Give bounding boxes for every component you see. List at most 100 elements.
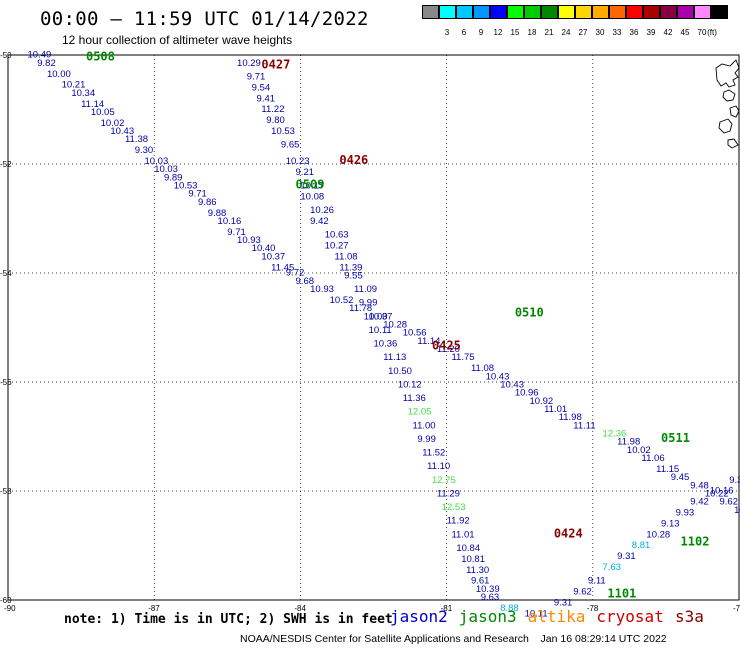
- wave-height-value: 10.22: [705, 488, 729, 499]
- wave-height-value: 11.22: [261, 104, 284, 115]
- coastline-islands: [715, 59, 740, 149]
- color-scale-label: 70: [697, 28, 707, 37]
- color-scale-label: 3: [444, 28, 450, 37]
- color-scale-swatch: [694, 5, 711, 19]
- wave-height-value: 10.08: [300, 191, 324, 202]
- wave-height-value: 10.23: [286, 156, 310, 167]
- color-scale-swatch: [677, 5, 694, 19]
- wave-height-value: 11.11: [573, 420, 595, 431]
- wave-height-value: 9.82: [37, 58, 56, 69]
- wave-height-value: 11.08: [335, 251, 358, 262]
- pass-time-label: 1101: [607, 586, 636, 600]
- wave-height-value: 10.34: [71, 88, 95, 99]
- color-scale-swatch: [626, 5, 643, 19]
- color-scale-swatch: [439, 5, 456, 19]
- wave-height-value: 11.75: [451, 352, 474, 363]
- wave-height-value: 10.49: [27, 50, 51, 61]
- satellite-legend-cryosat: cryosat: [596, 607, 664, 626]
- wave-height-value: 11.01: [544, 404, 567, 415]
- wave-height-value: 10.29: [237, 58, 261, 69]
- wave-height-value: 9.62: [720, 497, 739, 508]
- pass-time-label: 0508: [86, 49, 115, 63]
- wave-height-value: 11.45: [271, 262, 294, 273]
- wave-height-value: 12.53: [442, 502, 466, 513]
- wave-height-value: 9.61: [471, 576, 490, 587]
- color-scale-label: 24: [561, 28, 571, 37]
- wave-height-value: 10.43: [110, 126, 134, 137]
- wave-height-value: 10.02: [627, 445, 651, 456]
- wave-height-value: 9.31: [617, 551, 636, 562]
- wave-height-value: 11.38: [125, 134, 148, 145]
- wave-height-value: 11.52: [422, 448, 445, 459]
- latitude-tick-label: -56: [0, 378, 12, 387]
- wave-height-value: 12.05: [408, 407, 432, 418]
- wave-height-value: 10.92: [529, 396, 553, 407]
- wave-height-value: 10.44: [734, 505, 740, 516]
- wave-height-value: 11.09: [354, 284, 377, 295]
- wave-height-value: 10.21: [62, 80, 86, 91]
- latitude-tick-label: -60: [0, 596, 12, 605]
- pass-time-label: 0511: [661, 431, 690, 445]
- color-scale-swatch: [422, 5, 439, 19]
- wave-height-value: 9.42: [690, 497, 709, 508]
- pass-time-labels: 0508 0427 0426 0509 0510 0425 0511 0424 1102 1101: [86, 49, 709, 600]
- wave-height-value: 9.93: [676, 508, 695, 519]
- color-scale-swatch: [558, 5, 575, 19]
- wave-height-value: 10.03: [154, 164, 178, 175]
- longitude-tick-label: -87: [148, 604, 160, 613]
- satellite-legend-altika: altika: [527, 607, 586, 626]
- wave-height-value: 11.00: [412, 420, 435, 431]
- wave-height-value: 11.14: [417, 336, 440, 347]
- color-scale-swatch: [643, 5, 660, 19]
- wave-height-value: 10.53: [271, 126, 295, 137]
- wave-height-value: 9.39: [729, 475, 740, 486]
- wave-height-value: 9.63: [481, 592, 500, 603]
- longitude-tick-label: -81: [441, 604, 453, 613]
- wave-height-value: 10.28: [646, 529, 670, 540]
- wave-height-value: 10.11: [525, 608, 548, 619]
- wave-height-value: 9.68: [296, 276, 315, 287]
- wave-height-value: 8.88: [500, 603, 519, 614]
- wave-height-value: 10.50: [388, 366, 412, 377]
- longitude-tick-label: -75: [733, 604, 740, 613]
- wave-height-value: 9.62: [573, 587, 592, 598]
- color-scale-swatch: [711, 5, 728, 19]
- color-scale-label: 33: [612, 28, 622, 37]
- wave-height-value: 11.13: [383, 352, 406, 363]
- pass-time-label: 1102: [681, 535, 710, 549]
- longitude-tick-label: -78: [587, 604, 599, 613]
- wave-height-value: 11.01: [451, 529, 474, 540]
- wave-height-value: 9.41: [257, 93, 276, 104]
- color-scale-swatch: [473, 5, 490, 19]
- wave-height-value: 11.78: [349, 303, 372, 314]
- wave-height-value: 10.11: [369, 325, 392, 336]
- color-scale-label: 15: [510, 28, 520, 37]
- pass-time-label: 0424: [554, 526, 583, 540]
- wave-height-value: 10.63: [325, 230, 349, 241]
- pass-time-label: 0427: [261, 58, 290, 72]
- graticule: [8, 55, 739, 600]
- wave-height-value: 10.12: [398, 379, 422, 390]
- wave-height-value: 9.71: [247, 72, 266, 83]
- color-scale-swatch: [490, 5, 507, 19]
- color-scale-label: 12: [493, 28, 503, 37]
- wave-height-value: 10.43: [486, 371, 510, 382]
- wave-height-value: 10.93: [310, 284, 334, 295]
- wave-height-value: 10.39: [476, 584, 500, 595]
- satellite-legend-jason2: jason2: [390, 607, 448, 626]
- wave-height-value: 10.28: [383, 320, 407, 331]
- color-scale-label: 30: [595, 28, 605, 37]
- wave-height-value: 11.98: [559, 412, 582, 423]
- color-scale-swatch: [507, 5, 524, 19]
- wave-height-value: 10.43: [500, 379, 524, 390]
- wave-height-value: 10.37: [261, 251, 285, 262]
- wave-height-value: 11.20: [437, 344, 460, 355]
- wave-height-value: 11.15: [656, 464, 679, 475]
- pass-time-label: 0425: [432, 338, 461, 352]
- wave-height-value: 9.48: [690, 480, 709, 491]
- pass-time-label: 0426: [339, 153, 368, 167]
- wave-height-value: 10.84: [456, 543, 480, 554]
- latitude-tick-label: -58: [0, 487, 12, 496]
- wave-height-value: 9.88: [208, 208, 227, 219]
- wave-height-value: 10.16: [710, 486, 734, 497]
